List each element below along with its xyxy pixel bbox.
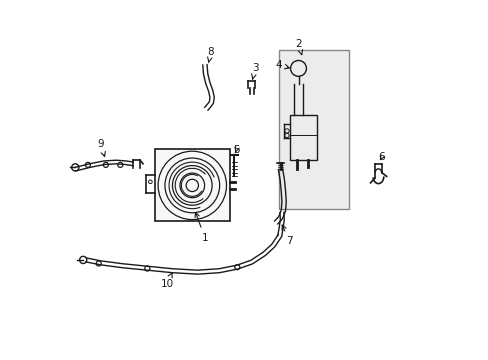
Bar — [154, 149, 229, 221]
Text: 8: 8 — [207, 47, 214, 63]
Bar — [289, 115, 317, 160]
Text: 1: 1 — [195, 212, 208, 243]
Text: 7: 7 — [282, 225, 292, 246]
Bar — [278, 50, 348, 209]
Text: 3: 3 — [251, 63, 258, 79]
Text: 9: 9 — [97, 139, 105, 156]
Text: 5: 5 — [232, 145, 239, 155]
Text: 2: 2 — [295, 39, 302, 55]
Text: 6: 6 — [378, 152, 385, 162]
Text: 10: 10 — [160, 273, 173, 289]
Text: 4: 4 — [275, 60, 289, 70]
